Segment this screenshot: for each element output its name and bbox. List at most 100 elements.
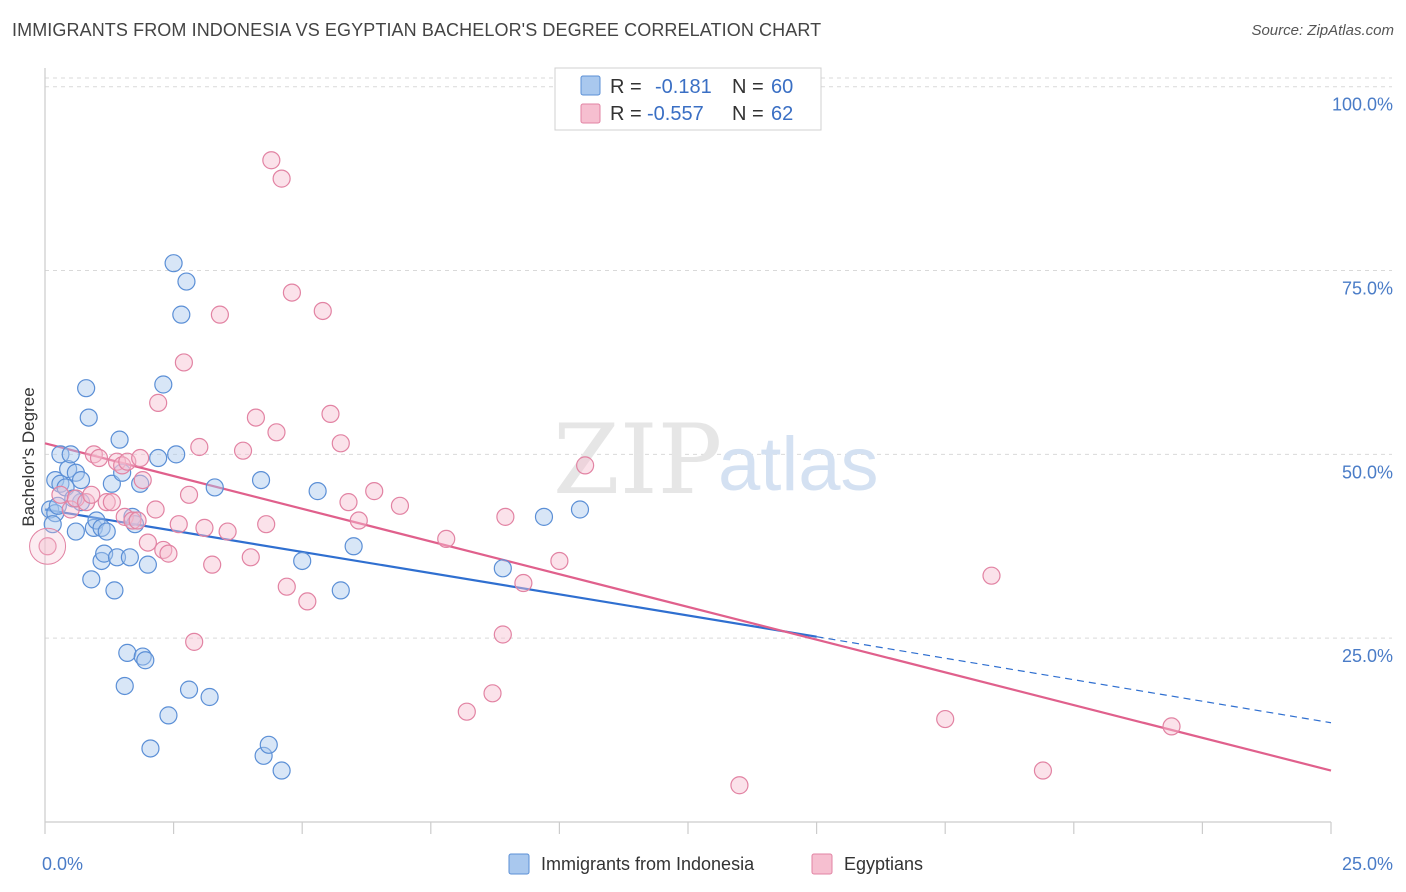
egyptians-point-21 <box>149 393 168 412</box>
indonesia-point-43 <box>177 272 196 291</box>
points-layer <box>29 151 1181 795</box>
indonesia-point-48 <box>254 746 273 765</box>
indonesia-point-41 <box>167 445 186 464</box>
tick-layer: 25.0% 50.0% 75.0% 100.0% 0.0% 25.0% <box>42 95 1393 874</box>
egyptians-point-42 <box>298 592 317 611</box>
egyptians-point-39 <box>272 169 291 188</box>
egyptians-point-33 <box>233 441 253 460</box>
indonesia-point-14 <box>79 408 98 427</box>
indonesia-point-54 <box>344 537 363 556</box>
egyptians-point-40 <box>277 577 296 596</box>
egyptians-point-58 <box>730 776 749 795</box>
egyptians-trend-line <box>44 442 1332 772</box>
egyptians-point-36 <box>257 515 276 534</box>
legend-swatch-blue <box>580 75 601 96</box>
egyptians-point-15 <box>123 511 142 530</box>
indonesia-point-10 <box>66 522 85 541</box>
y-tick-label-4: 100.0% <box>1332 95 1393 115</box>
egyptians-point-51 <box>457 702 476 721</box>
series-legend-label-indonesia: Immigrants from Indonesia <box>541 854 755 874</box>
egyptians-point-17 <box>131 448 150 468</box>
egyptians-point-55 <box>514 573 533 593</box>
indonesia-point-37 <box>149 448 168 468</box>
egyptians-point-38 <box>267 423 286 442</box>
indonesia-point-46 <box>205 478 224 497</box>
series-legend-label-egyptians: Egyptians <box>844 854 923 874</box>
egyptians-point-35 <box>246 408 266 427</box>
indonesia-point-56 <box>534 507 554 526</box>
egyptians-point-32 <box>218 522 237 541</box>
egyptians-point-60 <box>982 566 1001 585</box>
egyptians-point-1 <box>38 537 57 556</box>
indonesia-point-21 <box>97 522 116 541</box>
legend-n-value-1: 60 <box>771 76 793 98</box>
indonesia-point-55 <box>493 559 512 578</box>
egyptians-point-3 <box>61 500 80 519</box>
y-tick-label-1: 25.0% <box>1342 646 1393 666</box>
y-axis-title: Bachelor's Degree <box>19 387 38 526</box>
stats-legend: R = -0.181 N = 60 R = -0.557 N = 62 <box>554 67 822 131</box>
indonesia-point-57 <box>570 500 590 519</box>
indonesia-point-36 <box>141 739 160 758</box>
indonesia-point-38 <box>154 375 173 394</box>
indonesia-point-26 <box>113 463 132 482</box>
egyptians-point-31 <box>210 305 229 324</box>
egyptians-point-24 <box>169 515 188 534</box>
egyptians-point-57 <box>576 456 595 475</box>
egyptians-point-4 <box>66 489 85 508</box>
indonesia-point-23 <box>105 581 124 600</box>
indonesia-point-47 <box>251 470 271 490</box>
indonesia-point-19 <box>92 551 111 571</box>
indonesia-point-49 <box>259 735 278 754</box>
legend-r-label-2: R = <box>610 103 642 125</box>
series-legend-swatch-indonesia <box>508 853 530 875</box>
egyptians-point-16 <box>128 511 147 530</box>
indonesia-point-53 <box>331 581 350 600</box>
egyptians-point-23 <box>159 544 178 563</box>
egyptians-point-45 <box>331 434 350 453</box>
series-legend: Immigrants from Indonesia Egyptians <box>508 853 923 875</box>
indonesia-point-35 <box>138 555 157 574</box>
indonesia-point-50 <box>272 761 291 780</box>
legend-swatch-pink <box>580 103 601 124</box>
egyptians-point-9 <box>97 493 116 512</box>
egyptians-point-54 <box>496 507 515 526</box>
series-legend-swatch-egyptians <box>811 853 833 875</box>
indonesia-point-25 <box>110 430 129 449</box>
watermark-atlas: atlas <box>718 422 879 507</box>
indonesia-point-28 <box>118 643 137 662</box>
egyptians-point-2 <box>51 485 70 504</box>
egyptians-point-59 <box>936 709 955 729</box>
indonesia-point-39 <box>159 706 178 725</box>
indonesia-point-15 <box>82 570 101 589</box>
indonesia-trend-extension <box>816 636 1332 724</box>
indonesia-point-4 <box>51 445 70 464</box>
indonesia-point-2 <box>46 504 65 523</box>
x-tick-label-1: 0.0% <box>42 854 83 874</box>
egyptians-point-6 <box>82 485 101 504</box>
egyptians-point-20 <box>146 500 165 519</box>
egyptians-point-56 <box>550 551 569 571</box>
y-tick-label-3: 75.0% <box>1342 279 1393 299</box>
indonesia-point-8 <box>61 445 80 464</box>
egyptians-point-50 <box>437 529 456 549</box>
indonesia-point-34 <box>136 651 155 670</box>
indonesia-trend-line <box>44 508 817 638</box>
indonesia-point-12 <box>71 470 91 490</box>
egyptians-point-44 <box>321 404 340 424</box>
indonesia-point-51 <box>293 551 312 571</box>
egyptians-point-41 <box>282 283 302 302</box>
indonesia-point-24 <box>107 548 127 567</box>
egyptians-point-46 <box>339 493 358 512</box>
indonesia-point-42 <box>172 305 191 324</box>
egyptians-point-29 <box>195 518 214 537</box>
legend-n-label-1: N = <box>732 76 764 98</box>
egyptians-point-28 <box>190 437 209 457</box>
legend-r-label-1: R = <box>610 76 642 98</box>
watermark: ZIP atlas <box>553 404 879 516</box>
egyptians-point-27 <box>185 632 204 651</box>
indonesia-point-52 <box>308 482 327 501</box>
legend-n-value-2: 62 <box>771 103 793 125</box>
chart-title: IMMIGRANTS FROM INDONESIA VS EGYPTIAN BA… <box>12 20 822 40</box>
